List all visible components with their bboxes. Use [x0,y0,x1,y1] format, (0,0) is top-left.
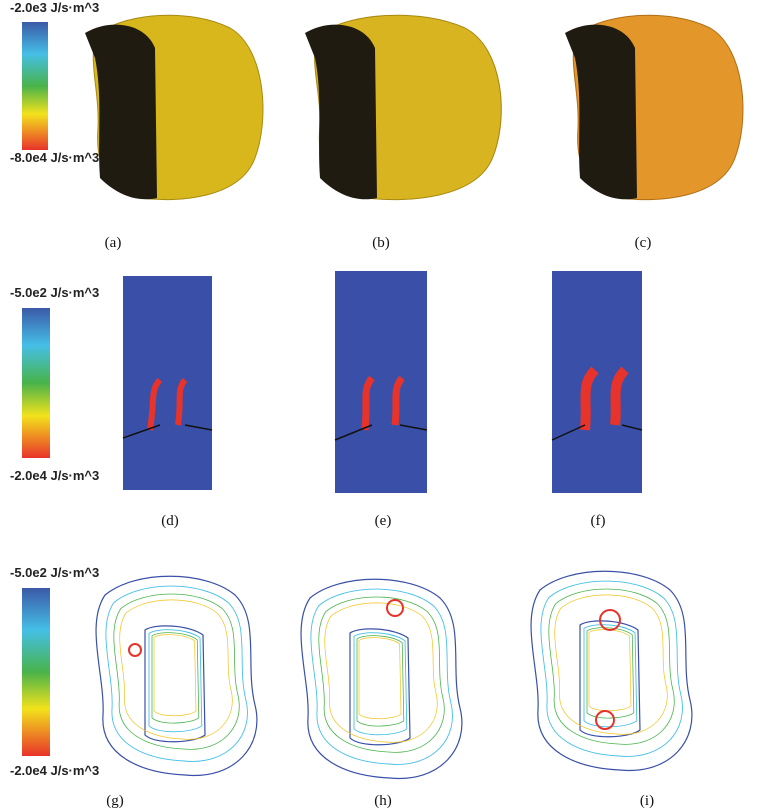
panel-image [122,276,213,490]
panel-caption: (f) [591,513,606,529]
panel-image [85,14,264,201]
panel-image [334,271,428,493]
panel-image [300,578,463,780]
scale-top-label: -2.0e3 J/s·m^3 [10,0,99,15]
colorbar [22,22,48,150]
scale-bottom-label: -8.0e4 J/s·m^3 [10,150,99,165]
panel-caption: (h) [374,793,392,809]
panel-caption: (e) [375,513,392,529]
panel-image [305,14,502,201]
colorbar [22,588,50,756]
scale-bottom-label: -2.0e4 J/s·m^3 [10,763,99,778]
row-3: -5.0e2 J/s·m^3 -2.0e4 J/s·m^3 (g) (h) [10,565,693,809]
scale-top-label: -5.0e2 J/s·m^3 [10,565,99,580]
panel-caption: (c) [635,235,652,251]
panel-image [551,271,643,493]
panel-image [530,570,693,772]
colorbar [22,308,50,458]
panel-caption: (i) [640,793,654,809]
scale-top-label: -5.0e2 J/s·m^3 [10,285,99,300]
row-2: -5.0e2 J/s·m^3 -2.0e4 J/s·m^3 (d) (e) (f… [10,271,643,529]
row-1: -2.0e3 J/s·m^3 -8.0e4 J/s·m^3 (a) (b) (c… [10,0,744,251]
panel-caption: (g) [106,793,124,809]
panel-image [95,575,258,777]
panel-caption: (a) [105,235,122,251]
panel-image [565,14,744,201]
panel-caption: (b) [372,235,390,251]
panel-caption: (d) [161,513,179,529]
scale-bottom-label: -2.0e4 J/s·m^3 [10,468,99,483]
